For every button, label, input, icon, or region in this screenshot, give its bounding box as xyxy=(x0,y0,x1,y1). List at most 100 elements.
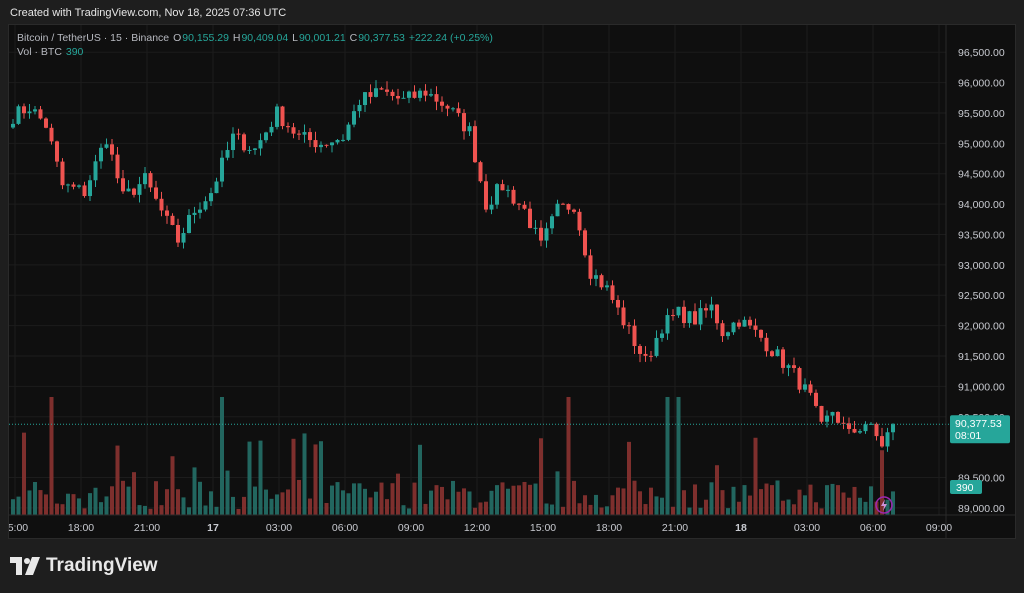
candle-body[interactable] xyxy=(231,133,235,151)
candle-body[interactable] xyxy=(731,322,736,333)
candle-body[interactable] xyxy=(11,123,15,128)
candle-body[interactable] xyxy=(819,405,824,422)
candle-body[interactable] xyxy=(434,94,439,102)
candle-body[interactable] xyxy=(825,415,829,422)
candle-body[interactable] xyxy=(555,203,560,217)
candle-body[interactable] xyxy=(154,187,158,199)
candle-body[interactable] xyxy=(275,106,279,127)
candle-body[interactable] xyxy=(528,208,532,229)
candle-body[interactable] xyxy=(346,124,351,140)
candle-body[interactable] xyxy=(599,275,604,288)
candle-body[interactable] xyxy=(781,349,785,368)
candle-body[interactable] xyxy=(385,89,389,92)
candle-body[interactable] xyxy=(544,228,549,241)
candle-body[interactable] xyxy=(22,106,26,114)
candle-body[interactable] xyxy=(88,180,92,197)
candle-body[interactable] xyxy=(93,161,98,181)
candle-body[interactable] xyxy=(803,384,807,390)
symbol-label[interactable]: Bitcoin / TetherUS · 15 · Binance xyxy=(17,32,170,44)
candle-body[interactable] xyxy=(561,203,565,205)
candle-body[interactable] xyxy=(594,275,598,279)
candle-body[interactable] xyxy=(533,227,538,229)
candle-body[interactable] xyxy=(60,161,65,186)
candle-body[interactable] xyxy=(379,88,384,90)
candle-body[interactable] xyxy=(110,144,114,155)
candle-body[interactable] xyxy=(682,306,686,324)
candle-body[interactable] xyxy=(368,92,373,97)
candle-body[interactable] xyxy=(566,204,571,210)
tradingview-logo[interactable]: TradingView xyxy=(10,555,158,577)
candle-body[interactable] xyxy=(451,108,455,110)
candle-body[interactable] xyxy=(462,113,466,132)
candle-body[interactable] xyxy=(654,337,659,356)
candle-body[interactable] xyxy=(247,149,252,151)
candle-body[interactable] xyxy=(808,384,813,393)
candle-body[interactable] xyxy=(203,201,208,210)
candle-body[interactable] xyxy=(220,157,224,182)
candle-body[interactable] xyxy=(484,181,488,210)
candle-body[interactable] xyxy=(539,227,543,241)
candle-body[interactable] xyxy=(550,216,554,229)
candle-body[interactable] xyxy=(709,304,714,311)
candle-body[interactable] xyxy=(38,109,43,119)
candle-body[interactable] xyxy=(511,189,516,204)
candle-body[interactable] xyxy=(253,148,257,150)
candle-body[interactable] xyxy=(759,329,763,338)
candle-body[interactable] xyxy=(506,189,510,191)
candle-body[interactable] xyxy=(704,308,708,311)
candle-body[interactable] xyxy=(71,184,76,187)
candle-body[interactable] xyxy=(885,432,890,447)
candle-body[interactable] xyxy=(401,97,406,99)
candle-body[interactable] xyxy=(286,126,290,128)
candle-body[interactable] xyxy=(665,315,670,334)
candle-body[interactable] xyxy=(429,94,433,96)
candle-body[interactable] xyxy=(632,325,637,347)
candle-body[interactable] xyxy=(330,142,334,146)
candle-body[interactable] xyxy=(264,132,268,141)
candle-body[interactable] xyxy=(621,307,626,326)
candle-body[interactable] xyxy=(352,111,356,125)
candle-body[interactable] xyxy=(737,322,741,327)
candle-body[interactable] xyxy=(198,209,202,213)
candle-body[interactable] xyxy=(396,95,400,99)
candle-body[interactable] xyxy=(660,333,664,338)
candle-body[interactable] xyxy=(852,428,857,433)
candle-body[interactable] xyxy=(143,173,147,185)
volume-label[interactable]: Vol · BTC xyxy=(17,46,62,58)
candle-body[interactable] xyxy=(858,431,862,433)
candle-body[interactable] xyxy=(715,304,719,324)
candle-body[interactable] xyxy=(764,337,769,352)
candle-body[interactable] xyxy=(583,230,587,256)
candle-body[interactable] xyxy=(55,141,59,162)
candle-body[interactable] xyxy=(319,144,323,148)
candle-body[interactable] xyxy=(874,423,879,437)
candle-body[interactable] xyxy=(66,184,70,186)
candle-body[interactable] xyxy=(863,424,868,432)
candle-body[interactable] xyxy=(489,204,494,210)
candle-body[interactable] xyxy=(82,185,87,197)
candle-body[interactable] xyxy=(258,140,263,149)
candle-body[interactable] xyxy=(775,349,780,357)
candle-body[interactable] xyxy=(313,140,318,148)
candle-body[interactable] xyxy=(605,285,609,288)
candle-body[interactable] xyxy=(214,181,219,194)
candle-body[interactable] xyxy=(280,106,285,127)
candle-body[interactable] xyxy=(132,188,136,195)
chart-panel[interactable]: 96,500.00 96,000.00 95,500.00 95,000.00 94,5… xyxy=(8,24,1016,539)
candle-body[interactable] xyxy=(440,101,444,106)
candle-body[interactable] xyxy=(77,185,81,187)
candle-body[interactable] xyxy=(269,126,274,133)
candle-body[interactable] xyxy=(572,209,576,212)
candle-body[interactable] xyxy=(291,127,296,134)
candle-body[interactable] xyxy=(687,311,692,324)
candle-body[interactable] xyxy=(753,325,758,330)
candle-body[interactable] xyxy=(588,255,593,279)
candle-body[interactable] xyxy=(748,319,752,326)
candle-body[interactable] xyxy=(335,139,340,143)
candle-body[interactable] xyxy=(148,173,153,188)
candle-body[interactable] xyxy=(418,90,422,98)
candle-body[interactable] xyxy=(192,212,197,215)
candle-body[interactable] xyxy=(638,346,642,354)
candle-body[interactable] xyxy=(522,204,527,209)
candle-body[interactable] xyxy=(467,126,472,132)
